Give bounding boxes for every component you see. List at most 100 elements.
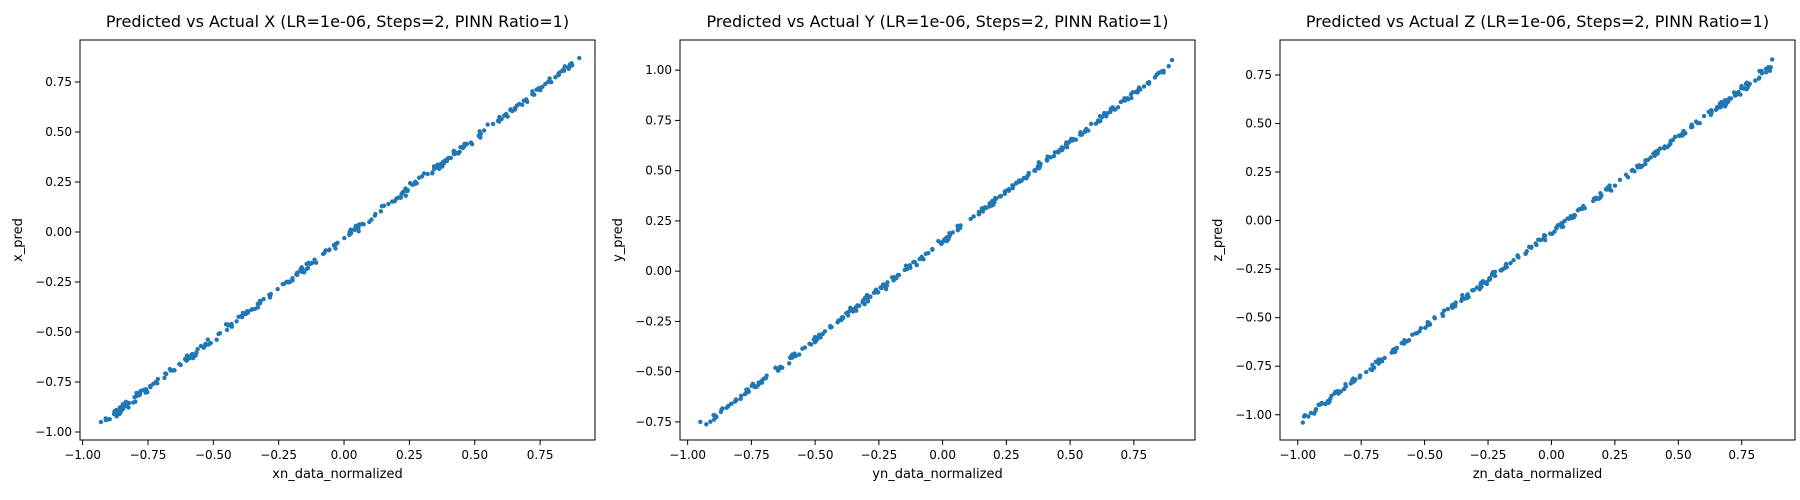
scatter-point bbox=[1623, 172, 1629, 177]
scatter-point bbox=[777, 366, 782, 371]
scatter-point bbox=[514, 103, 520, 108]
scatter-point bbox=[1097, 118, 1103, 124]
scatter-point bbox=[1554, 225, 1559, 231]
scatter-point bbox=[816, 332, 822, 338]
scatter-point bbox=[1670, 137, 1676, 143]
scatter-point bbox=[304, 266, 309, 272]
scatter-point bbox=[907, 263, 913, 268]
scatter-point bbox=[1571, 215, 1576, 220]
scatter-point bbox=[1484, 281, 1490, 287]
scatter-point bbox=[1736, 89, 1741, 95]
x-tick-label: −0.75 bbox=[733, 448, 770, 462]
y-tick-label: −0.75 bbox=[35, 375, 72, 389]
x-tick-label: −1.00 bbox=[64, 448, 101, 462]
scatter-point bbox=[485, 122, 490, 127]
scatter-point bbox=[1460, 293, 1465, 298]
x-tick-label: 0.50 bbox=[1057, 448, 1084, 462]
scatter-point bbox=[1063, 142, 1069, 148]
scatter-point bbox=[553, 75, 558, 80]
scatter-point bbox=[1743, 81, 1749, 87]
scatter-point bbox=[1515, 253, 1520, 259]
scatter-point bbox=[478, 131, 484, 136]
scatter-point bbox=[304, 261, 309, 267]
scatter-point bbox=[1609, 188, 1614, 193]
scatter-point bbox=[577, 55, 582, 61]
scatter-point bbox=[556, 71, 561, 76]
scatter-point bbox=[1161, 70, 1166, 75]
scatter-point bbox=[1715, 104, 1720, 110]
scatter-point bbox=[800, 346, 805, 351]
scatter-point bbox=[356, 229, 361, 234]
scatter-point bbox=[738, 396, 743, 402]
scatter-point bbox=[381, 203, 387, 208]
scatter-point bbox=[1708, 112, 1713, 118]
scatter-point bbox=[117, 406, 123, 411]
x-tick-label: −0.25 bbox=[260, 448, 297, 462]
x-tick-label: −1.00 bbox=[1279, 448, 1316, 462]
scatter-point bbox=[451, 148, 457, 154]
scatter-point bbox=[987, 201, 992, 206]
x-tick-label: −1.00 bbox=[669, 448, 706, 462]
scatter-point bbox=[405, 188, 410, 194]
scatter-point bbox=[1032, 167, 1038, 173]
scatter-point bbox=[225, 323, 231, 328]
y-tick-label: 0.25 bbox=[645, 214, 672, 228]
scatter-point bbox=[1763, 66, 1769, 72]
scatter-point bbox=[1060, 146, 1066, 151]
chart-title: Predicted vs Actual X (LR=1e-06, Steps=2… bbox=[106, 12, 569, 31]
scatter-point bbox=[1078, 132, 1083, 137]
scatter-point bbox=[1492, 269, 1498, 275]
scatter-point bbox=[976, 209, 982, 215]
scatter-point bbox=[1313, 407, 1319, 412]
x-tick-label: 0.50 bbox=[461, 448, 488, 462]
scatter-point bbox=[1308, 410, 1314, 416]
scatter-point bbox=[1648, 155, 1653, 160]
scatter-point bbox=[512, 107, 518, 112]
scatter-point bbox=[198, 343, 204, 349]
scatter-points bbox=[1300, 57, 1775, 425]
x-tick-label: −0.75 bbox=[1343, 448, 1380, 462]
scatter-point bbox=[547, 76, 552, 81]
y-tick-label: 0.50 bbox=[45, 125, 72, 139]
scatter-point bbox=[1402, 338, 1407, 343]
scatter-point bbox=[1560, 224, 1566, 229]
scatter-point bbox=[838, 317, 844, 323]
scatter-point bbox=[298, 266, 303, 272]
scatter-point bbox=[720, 406, 725, 411]
scatter-point bbox=[911, 259, 916, 265]
scatter-point bbox=[1666, 142, 1672, 148]
scatter-point bbox=[1643, 161, 1648, 167]
scatter-point bbox=[559, 68, 565, 74]
scatter-point bbox=[1676, 133, 1682, 138]
x-tick-label: −0.25 bbox=[1470, 448, 1507, 462]
scatter-point bbox=[1052, 150, 1058, 155]
scatter-point bbox=[813, 338, 819, 344]
chart-panel-2: Predicted vs Actual Y (LR=1e-06, Steps=2… bbox=[611, 12, 1196, 482]
scatter-point bbox=[793, 353, 798, 359]
scatter-point bbox=[742, 391, 748, 397]
scatter-point bbox=[902, 267, 907, 273]
x-tick-label: 0.25 bbox=[396, 448, 423, 462]
scatter-point bbox=[773, 365, 778, 370]
scatter-point bbox=[1155, 71, 1161, 76]
y-tick-label: −1.00 bbox=[35, 425, 72, 439]
scatter-point bbox=[335, 240, 340, 246]
scatter-point bbox=[1632, 169, 1637, 174]
scatter-point bbox=[844, 310, 849, 316]
scatter-point bbox=[1718, 101, 1723, 106]
scatter-point bbox=[1302, 412, 1308, 418]
scatter-point bbox=[205, 337, 211, 342]
scatter-point bbox=[1004, 188, 1010, 193]
scatter-point bbox=[1536, 237, 1541, 242]
scatter-point bbox=[896, 272, 902, 278]
scatter-point bbox=[206, 342, 212, 347]
scatter-point bbox=[873, 290, 879, 295]
scatter-point bbox=[1548, 231, 1553, 236]
x-tick-label: 0.00 bbox=[1538, 448, 1565, 462]
scatter-point bbox=[1417, 329, 1422, 334]
scatter-point bbox=[758, 379, 764, 385]
y-tick-label: 1.00 bbox=[645, 63, 672, 77]
scatter-point bbox=[1498, 268, 1503, 273]
scatter-point bbox=[508, 107, 513, 112]
scatter-point bbox=[1503, 261, 1509, 267]
